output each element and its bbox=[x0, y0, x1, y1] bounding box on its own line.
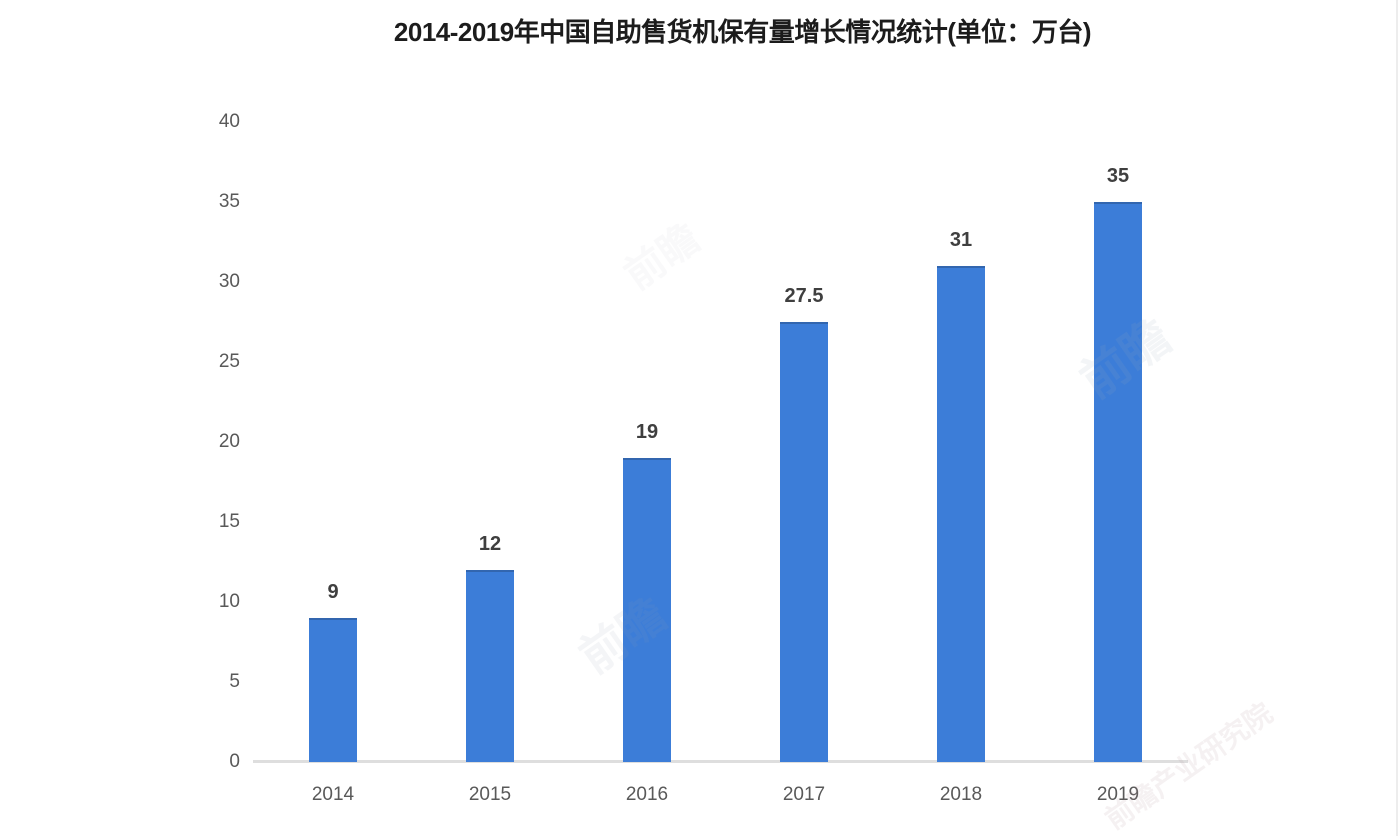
y-axis-tick-label: 5 bbox=[229, 671, 240, 692]
x-axis-line bbox=[253, 760, 1188, 763]
y-axis-tick-label: 20 bbox=[218, 431, 240, 452]
y-axis-tick-label: 10 bbox=[218, 591, 240, 612]
image-edge-divider bbox=[1396, 0, 1398, 836]
bar-value-label: 31 bbox=[949, 229, 973, 251]
bar-value-label: 27.5 bbox=[784, 285, 824, 307]
chart-title: 2014-2019年中国自助售货机保有量增长情况统计(单位：万台) bbox=[393, 17, 1092, 47]
bar-2019 bbox=[1094, 202, 1142, 762]
y-axis-tick-label: 0 bbox=[229, 751, 240, 772]
x-axis-tick-label: 2018 bbox=[939, 784, 983, 805]
bar-2017 bbox=[780, 322, 828, 762]
y-axis-tick-label: 15 bbox=[218, 511, 240, 532]
bar-2014 bbox=[309, 618, 357, 762]
bar-2015 bbox=[466, 570, 514, 762]
x-axis-tick-label: 2015 bbox=[468, 784, 512, 805]
x-axis-tick-label: 2019 bbox=[1096, 784, 1140, 805]
bar-value-label: 9 bbox=[327, 581, 339, 603]
y-axis-tick-label: 25 bbox=[218, 351, 240, 372]
y-axis-tick-label: 40 bbox=[218, 111, 240, 132]
y-axis-tick-label: 35 bbox=[218, 191, 240, 212]
x-axis-tick-label: 2014 bbox=[311, 784, 355, 805]
x-axis-tick-label: 2017 bbox=[782, 784, 826, 805]
bar-2018 bbox=[937, 266, 985, 762]
watermark-text: 前瞻 bbox=[616, 216, 708, 299]
y-axis-tick-label: 30 bbox=[218, 271, 240, 292]
bar-value-label: 12 bbox=[478, 533, 502, 555]
bar-value-label: 35 bbox=[1106, 165, 1130, 187]
bar-2016 bbox=[623, 458, 671, 762]
x-axis-tick-label: 2016 bbox=[625, 784, 669, 805]
bar-value-label: 19 bbox=[635, 421, 659, 443]
